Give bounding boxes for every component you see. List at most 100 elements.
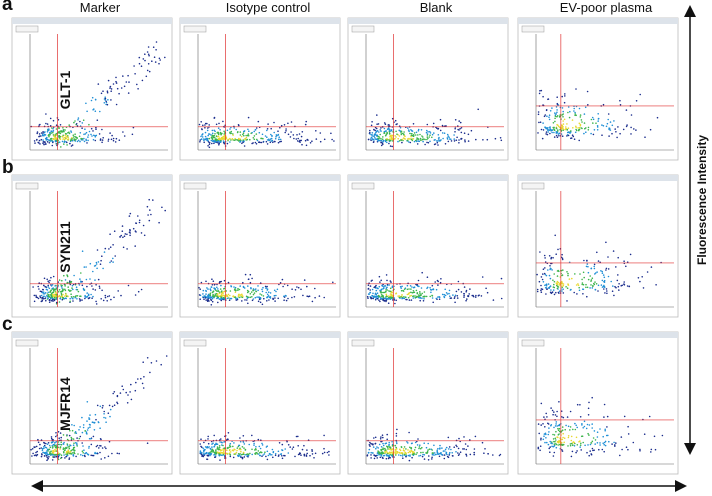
event-dot [600,284,603,286]
event-dot [391,134,394,137]
event-dot [379,289,381,292]
event-dot [446,138,449,140]
event-dot [444,143,447,145]
event-dot [426,133,429,135]
event-dot [83,140,86,143]
event-dot [583,122,586,124]
event-dot [227,432,230,434]
event-dot [266,296,268,299]
event-dot [255,290,257,293]
event-dot [78,284,81,286]
event-dot [546,416,548,418]
event-dot [399,285,402,288]
event-dot [473,453,476,456]
event-dot [210,289,212,292]
event-dot [445,125,447,127]
event-dot [611,443,613,445]
event-dot [67,286,69,288]
event-dot [280,124,283,127]
event-dot [388,448,391,450]
event-dot [255,133,258,135]
event-dot [207,145,209,147]
event-dot [540,291,543,294]
event-dot [73,121,75,124]
event-dot [426,129,428,132]
event-dot [389,290,391,293]
event-dot [554,117,556,120]
event-dot [242,441,245,443]
event-dot [580,119,583,121]
event-dot [210,296,213,299]
event-dot [48,281,50,284]
event-dot [273,121,275,124]
event-dot [371,132,374,134]
event-dot [388,284,391,286]
event-dot [52,119,55,122]
event-dot [96,404,99,407]
event-dot [226,452,229,455]
event-dot [109,246,112,248]
event-dot [114,255,116,257]
event-dot [431,449,434,451]
event-dot [371,121,373,123]
event-dot [443,296,446,299]
event-dot [398,296,401,299]
event-dot [247,133,250,135]
window-frame [517,174,679,318]
event-dot [500,297,503,300]
event-dot [42,291,45,294]
event-dot [549,265,551,267]
event-dot [303,454,306,457]
event-dot [210,134,212,136]
event-dot [542,129,545,131]
event-dot [328,454,330,456]
event-dot [544,441,546,444]
event-dot [575,126,577,129]
event-dot [410,135,412,138]
event-dot [436,127,438,129]
event-dot [60,457,62,460]
event-dot [158,57,161,60]
event-dot [309,142,312,144]
event-dot [214,141,216,143]
event-dot [52,128,54,130]
event-dot [241,446,244,448]
event-dot [382,444,385,447]
event-dot [588,454,590,457]
event-dot [77,290,80,293]
event-dot [52,449,54,452]
event-dot [617,256,619,259]
event-dot [31,448,34,450]
event-dot [85,432,88,435]
event-dot [540,424,542,426]
event-dot [594,281,596,283]
event-dot [578,289,581,292]
event-dot [36,296,39,299]
event-dot [55,450,58,452]
event-dot [43,441,45,444]
event-dot [215,139,218,142]
event-dot [68,445,70,448]
event-dot [414,441,417,444]
event-dot [562,129,564,131]
event-dot [158,221,160,224]
event-dot [656,116,659,119]
event-dot [555,134,558,137]
event-dot [37,438,39,441]
event-dot [390,293,393,296]
event-dot [205,299,207,301]
event-dot [551,107,553,109]
event-dot [442,137,444,140]
event-dot [331,138,333,141]
event-dot [218,298,221,300]
event-dot [545,127,548,129]
event-dot [70,145,73,147]
event-dot [300,135,303,138]
event-dot [229,141,231,143]
event-dot [407,449,409,451]
plot-window [11,17,173,161]
event-dot [430,448,432,451]
event-dot [80,454,82,456]
event-dot [219,459,221,461]
event-dot [273,131,276,134]
